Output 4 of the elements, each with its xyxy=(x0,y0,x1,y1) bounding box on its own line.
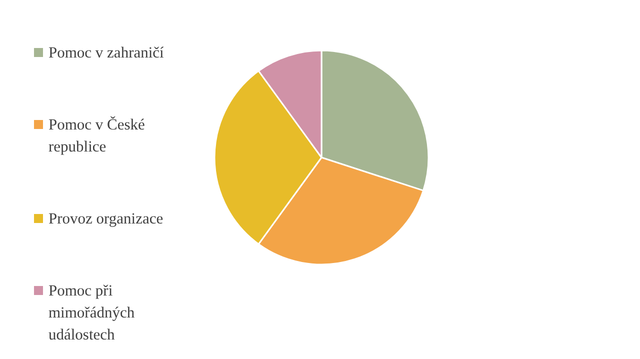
legend-label: Pomoc při mimořádných událostech xyxy=(48,282,135,344)
legend-label: Pomoc v České republice xyxy=(48,116,146,156)
legend-label: Pomoc v zahraničí xyxy=(48,44,165,62)
legend-label: Provoz organizace xyxy=(48,210,164,228)
